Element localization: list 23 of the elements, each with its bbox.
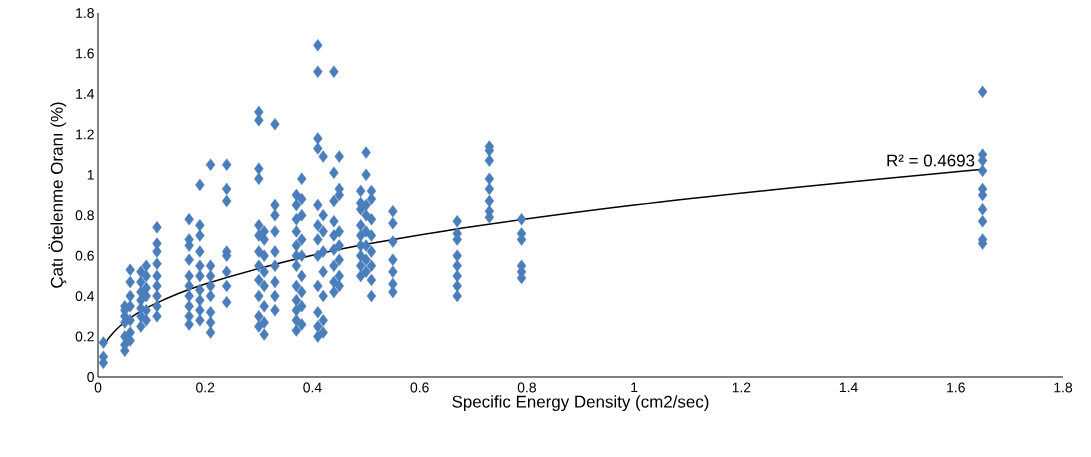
- x-tick-label: 1: [631, 382, 638, 393]
- x-tick-label: 1.2: [732, 382, 751, 393]
- x-tick-label: 1.6: [947, 382, 965, 393]
- y-tick-label: 1.4: [76, 89, 95, 99]
- y-tick-label: 0.6: [75, 250, 94, 261]
- y-axis-title: Çatı Ötelenme Oranı (%): [48, 102, 67, 288]
- x-tick-label: 0.6: [410, 382, 429, 393]
- y-tick-label: 1.8: [76, 8, 94, 18]
- y-tick-label: 0.4: [75, 291, 95, 302]
- x-tick-label: 0: [94, 382, 102, 393]
- y-tick-label: 0.8: [75, 210, 94, 221]
- y-tick-label: 0.2: [75, 331, 94, 342]
- x-tick-label: 0.4: [303, 382, 322, 393]
- x-tick-label: 1.8: [1054, 382, 1073, 393]
- y-tick-label: 1.2: [76, 129, 94, 140]
- x-tick-label: 0.8: [517, 382, 536, 393]
- x-tick-label: 0.2: [196, 382, 215, 393]
- x-axis-title: Specific Energy Density (cm2/sec): [452, 395, 709, 412]
- annotation: R² = 0.4693: [887, 154, 975, 167]
- y-tick-label: 1.6: [76, 48, 94, 59]
- x-tick-label: 1.4: [839, 382, 858, 393]
- y-tick-label: 0: [87, 372, 94, 382]
- y-tick-label: 1: [87, 169, 94, 180]
